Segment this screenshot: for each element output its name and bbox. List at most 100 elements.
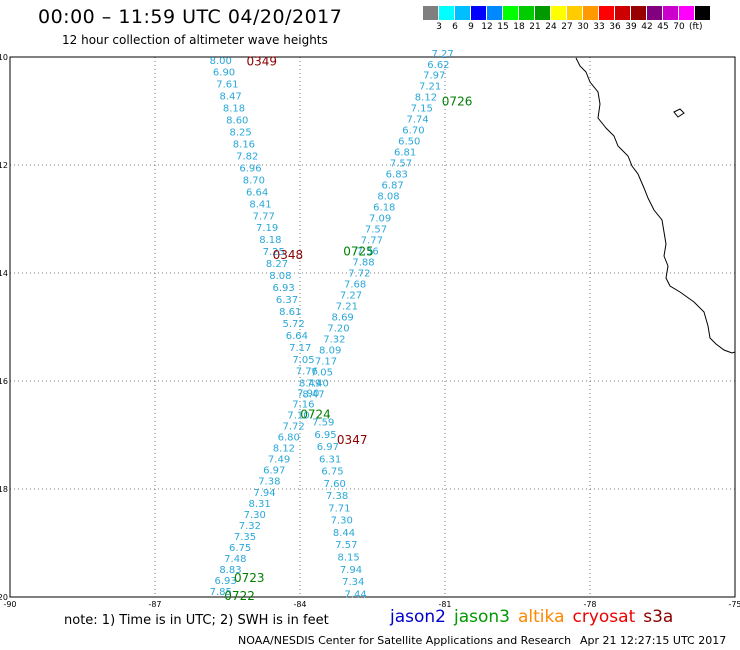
- wave-height-point: 6.64: [246, 187, 268, 198]
- wave-height-point: 7.60: [324, 479, 346, 490]
- wave-height-point: 7.15: [411, 104, 433, 115]
- wave-height-point: 7.35: [234, 532, 256, 543]
- wave-height-point: 7.44: [344, 589, 366, 600]
- colorbar-swatch-0: [423, 6, 439, 20]
- wave-height-point: 6.93: [214, 576, 236, 587]
- wave-height-point: 7.90: [297, 388, 319, 399]
- colorbar-swatch-8: [551, 6, 567, 20]
- wave-height-point: 8.18: [259, 235, 281, 246]
- coastline: [575, 57, 736, 354]
- wave-height-point: 7.38: [326, 491, 348, 502]
- wave-height-point: 7.21: [336, 302, 358, 313]
- wave-height-point: 8.49: [299, 379, 321, 390]
- map-grid: [9, 56, 736, 598]
- wave-height-point: 7.57: [390, 159, 412, 170]
- wave-height-point: 6.50: [398, 137, 420, 148]
- wave-height-point: 7.94: [340, 565, 362, 576]
- colorbar-swatch-7: [535, 6, 551, 20]
- wave-height-point: 6.97: [263, 466, 285, 477]
- wave-height-point: 7.17: [289, 343, 311, 354]
- wave-height-point: 6.75: [321, 467, 343, 478]
- colorbar-swatch-1: [439, 6, 455, 20]
- pass-time-label: 0349: [247, 54, 278, 68]
- colorbar-label: 24: [545, 22, 557, 32]
- colorbar-label: 70: [673, 22, 685, 32]
- wave-height-point: 7.34: [342, 577, 364, 588]
- wave-height-point: 7.16: [292, 399, 314, 410]
- wave-height-point: 7.05: [311, 368, 333, 379]
- credit-line: NOAA/NESDIS Center for Satellite Applica…: [238, 634, 572, 647]
- wave-height-point: 8.08: [377, 192, 399, 203]
- lon-tick-label: -84: [293, 600, 306, 609]
- wave-height-point: 7.97: [423, 71, 445, 82]
- wave-height-point: 6.31: [319, 454, 341, 465]
- wave-height-point: 6.87: [381, 181, 403, 192]
- wave-height-point: 8.83: [219, 565, 241, 576]
- colorbar-label: 3: [436, 22, 442, 32]
- wave-height-point: 6.18: [373, 203, 395, 214]
- pass-time-label: 0723: [234, 571, 265, 585]
- colorbar-label: 15: [497, 22, 509, 32]
- lat-tick-label: -20: [0, 593, 8, 602]
- wave-height-point: 7.77: [253, 211, 275, 222]
- colorbar-unit: (ft): [689, 22, 703, 32]
- wave-height-point: 8.00: [210, 56, 232, 67]
- colorbar-label: 33: [593, 22, 605, 32]
- lon-tick-label: -90: [3, 600, 16, 609]
- axis-ticks: -90 -87 -84 -81 -78 -75 -10 -12 -14 -16 -18 -20: [0, 53, 740, 609]
- wave-height-point: 6.81: [394, 148, 416, 159]
- wave-height-point: 6.75: [229, 543, 251, 554]
- colorbar-label: 6: [452, 22, 458, 32]
- colorbar-label: 18: [513, 22, 525, 32]
- wave-height-point: 7.19: [256, 223, 278, 234]
- colorbar-label: 42: [641, 22, 653, 32]
- wave-height-point: 7.09: [369, 214, 391, 225]
- wave-height-point: 6.62: [427, 60, 449, 71]
- wave-height-point: 7.36: [357, 247, 379, 258]
- wave-height-point: 7.32: [239, 521, 261, 532]
- wave-height-point: 7.72: [283, 422, 305, 433]
- colorbar-swatch-10: [583, 6, 599, 20]
- wave-height-point: 7.32: [323, 335, 345, 346]
- generated-timestamp: Apr 21 12:27:15 UTC 2017: [580, 634, 727, 647]
- lon-tick-label: -78: [583, 600, 596, 609]
- wave-height-point: 7.49: [268, 455, 290, 466]
- wave-height-point: 7.94: [253, 488, 275, 499]
- footnote: note: 1) Time is in UTC; 2) SWH is in fe…: [64, 613, 329, 628]
- pass-time-label: 0347: [337, 433, 368, 447]
- wave-height-point: 7.82: [236, 151, 258, 162]
- colorbar-swatches: [423, 6, 711, 20]
- pass-time-label: 0726: [442, 94, 473, 108]
- colorbar-label: 36: [609, 22, 621, 32]
- colorbar-swatch-9: [567, 6, 583, 20]
- colorbar-label: 45: [657, 22, 669, 32]
- wave-height-point: 8.16: [233, 140, 255, 151]
- colorbar-swatch-11: [599, 6, 615, 20]
- lat-tick-label: -18: [0, 485, 8, 494]
- wave-height-point: 6.80: [278, 433, 300, 444]
- wave-height-point: 7.74: [406, 115, 428, 126]
- wave-height-point: 7.25: [263, 247, 285, 258]
- island: [673, 108, 685, 118]
- colorbar-swatch-14: [647, 6, 663, 20]
- wave-height-point: 7.30: [244, 510, 266, 521]
- pass-labels: 0349 0726 0348 0725 0724 0347 0723 0722: [224, 54, 472, 603]
- wave-height-point: 8.60: [226, 116, 248, 127]
- wave-height-point: 8.12: [415, 93, 437, 104]
- pass-time-label: 0725: [343, 244, 374, 258]
- colorbar-swatch-15: [663, 6, 679, 20]
- wave-height-point: 7.21: [419, 82, 441, 93]
- wave-height-point: 7.77: [361, 236, 383, 247]
- legend-cryosat: cryosat: [572, 607, 636, 627]
- wave-height-point: 7.59: [312, 418, 334, 429]
- colorbar-swatch-17: [695, 6, 711, 20]
- colorbar-label: 30: [577, 22, 589, 32]
- wave-height-point: 7.10: [287, 411, 309, 422]
- wave-height-point: 8.18: [223, 104, 245, 115]
- wave-height-point: 8.15: [338, 553, 360, 564]
- wave-height-point: 6.70: [402, 126, 424, 137]
- colorbar-label: 12: [481, 22, 493, 32]
- colorbar-labels: 3 6 9 12 15 18 21 24 27 30 33 36 39 42 45 70 (ft): [423, 20, 711, 32]
- wave-height-point: 8.47: [220, 92, 242, 103]
